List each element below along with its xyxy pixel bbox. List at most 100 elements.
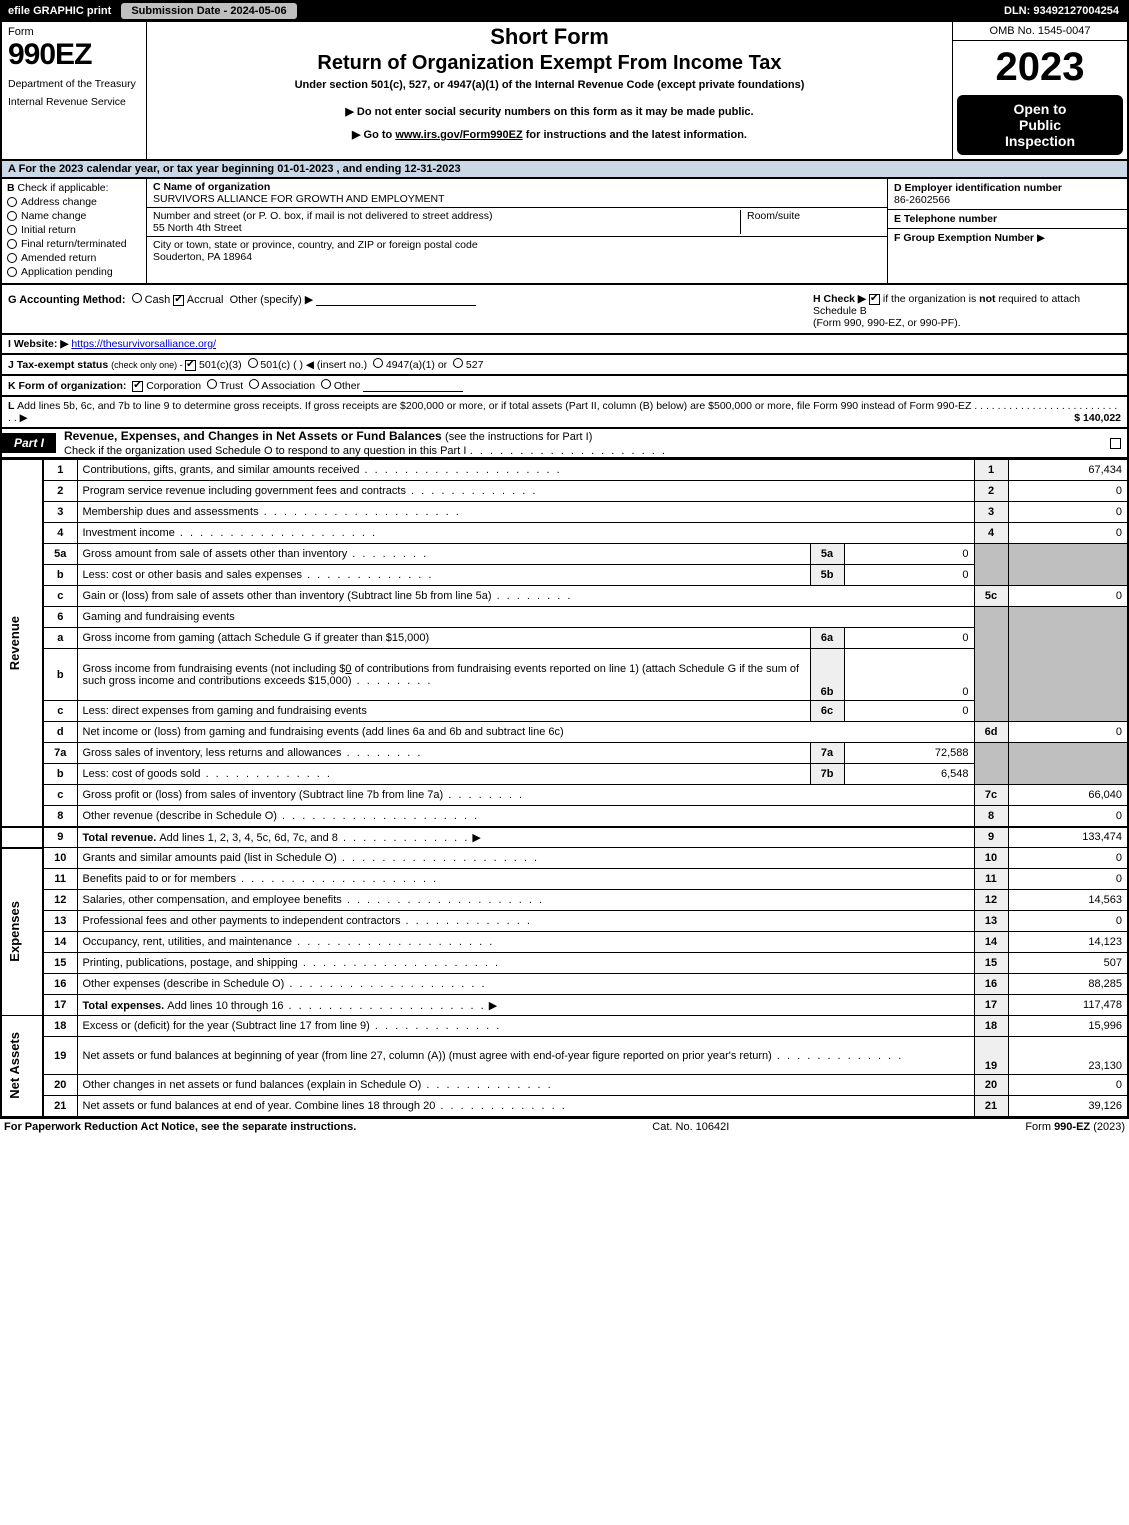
line-num: 4 [43,523,77,544]
line-3: 3 Membership dues and assessments 3 0 [1,502,1128,523]
out-label: 3 [974,502,1008,523]
omb-number: OMB No. 1545-0047 [953,22,1127,41]
line-desc: Other revenue (describe in Schedule O) [77,806,974,827]
opt-final-return[interactable]: Final return/terminated [7,238,141,250]
org-name-cell: C Name of organization SURVIVORS ALLIANC… [147,179,887,208]
line-desc: Net income or (loss) from gaming and fun… [77,722,974,743]
part1-dots [470,445,667,457]
4947-radio[interactable] [373,358,383,368]
header-center: Short Form Return of Organization Exempt… [147,22,952,159]
opt-label: Initial return [21,224,76,236]
opt-amended-return[interactable]: Amended return [7,252,141,264]
footer-center: Cat. No. 10642I [652,1121,729,1133]
submission-date-badge: Submission Date - 2024-05-06 [121,3,296,19]
out-label: 1 [974,460,1008,481]
opt-name-change[interactable]: Name change [7,210,141,222]
line-10: Expenses 10 Grants and similar amounts p… [1,848,1128,869]
line-num: 15 [43,953,77,974]
line-desc: Net assets or fund balances at beginning… [77,1037,974,1075]
desc-text: Gross sales of inventory, less returns a… [83,747,342,759]
desc-text: Other changes in net assets or fund bala… [83,1079,422,1091]
opt-application-pending[interactable]: Application pending [7,266,141,278]
line-desc: Contributions, gifts, grants, and simila… [77,460,974,481]
street-value: 55 North 4th Street [153,222,242,234]
cash-radio[interactable] [132,293,142,303]
part1-header: Part I Revenue, Expenses, and Changes in… [0,429,1129,459]
revenue-vlabel: Revenue [7,616,22,670]
501c-radio[interactable] [248,358,258,368]
out-label: 18 [974,1016,1008,1037]
j-opt1: 501(c)(3) [199,359,242,371]
line-desc: Grants and similar amounts paid (list in… [77,848,974,869]
trust-radio[interactable] [207,379,217,389]
corporation-checkbox[interactable] [132,381,143,392]
line-5a: 5a Gross amount from sale of assets othe… [1,544,1128,565]
line-num: b [43,565,77,586]
desc-text: Investment income [83,527,175,539]
irs-link[interactable]: www.irs.gov/Form990EZ [395,129,522,141]
in-val: 0 [844,628,974,649]
graphic-word: GRAPHIC [33,5,84,17]
shade-cell [1008,544,1128,586]
501c3-checkbox[interactable] [185,360,196,371]
line-6d: d Net income or (loss) from gaming and f… [1,722,1128,743]
527-radio[interactable] [453,358,463,368]
opt-address-change[interactable]: Address change [7,196,141,208]
line-4: 4 Investment income 4 0 [1,523,1128,544]
print-word: print [84,5,112,17]
line-num: 14 [43,932,77,953]
schedule-b-checkbox[interactable] [869,294,880,305]
out-val: 507 [1008,953,1128,974]
h-text1: if the organization is [883,293,979,305]
line-desc: Gain or (loss) from sale of assets other… [77,586,974,607]
line-num: c [43,701,77,722]
line-desc: Benefits paid to or for members [77,869,974,890]
footer-right-suffix: (2023) [1090,1121,1125,1133]
shade-cell [974,607,1008,722]
line-desc: Salaries, other compensation, and employ… [77,890,974,911]
accrual-checkbox[interactable] [173,295,184,306]
dept-irs: Internal Revenue Service [8,96,140,108]
other-blank[interactable] [363,380,463,392]
k-opt1: Corporation [146,380,201,392]
line-18: Net Assets 18 Excess or (deficit) for th… [1,1016,1128,1037]
desc-text1: Gross income from fundraising events (no… [83,663,346,675]
website-link[interactable]: https://thesurvivorsalliance.org/ [71,338,216,350]
h-text3: (Form 990, 990-EZ, or 990-PF). [813,317,961,329]
out-val: 15,996 [1008,1016,1128,1037]
out-label: 20 [974,1075,1008,1096]
desc-text: Less: cost of goods sold [83,768,201,780]
line-num: a [43,628,77,649]
other-specify-blank[interactable] [316,294,476,306]
shade-cell [1008,743,1128,785]
arrow-icon: ▶ [345,106,353,118]
line-num: 9 [43,827,77,848]
in-val: 0 [844,565,974,586]
org-name-label: C Name of organization [153,181,270,193]
out-label: 16 [974,974,1008,995]
part1-lines-table: Revenue 1 Contributions, gifts, grants, … [0,459,1129,1118]
association-radio[interactable] [249,379,259,389]
opt-initial-return[interactable]: Initial return [7,224,141,236]
out-label: 2 [974,481,1008,502]
line-13: 13 Professional fees and other payments … [1,911,1128,932]
part1-title: Revenue, Expenses, and Changes in Net As… [64,429,445,443]
opt-label: Final return/terminated [21,238,127,250]
out-val: 0 [1008,722,1128,743]
header-right: OMB No. 1545-0047 2023 Open to Public In… [952,22,1127,159]
do-not-enter-text: ▶ Do not enter social security numbers o… [155,105,944,118]
other-radio[interactable] [321,379,331,389]
dept-treasury: Department of the Treasury [8,78,140,90]
row-a-text: For the 2023 calendar year, or tax year … [19,163,461,175]
ein-value: 86-2602566 [894,194,950,206]
out-label: 5c [974,586,1008,607]
line-desc: Gross income from fundraising events (no… [77,649,810,701]
out-label: 6d [974,722,1008,743]
footer-right-form: 990-EZ [1054,1121,1090,1133]
line-16: 16 Other expenses (describe in Schedule … [1,974,1128,995]
opt-label: Name change [21,210,86,222]
line-desc: Other expenses (describe in Schedule O) [77,974,974,995]
out-val: 0 [1008,1075,1128,1096]
line-12: 12 Salaries, other compensation, and emp… [1,890,1128,911]
schedule-o-checkbox[interactable] [1110,438,1121,449]
